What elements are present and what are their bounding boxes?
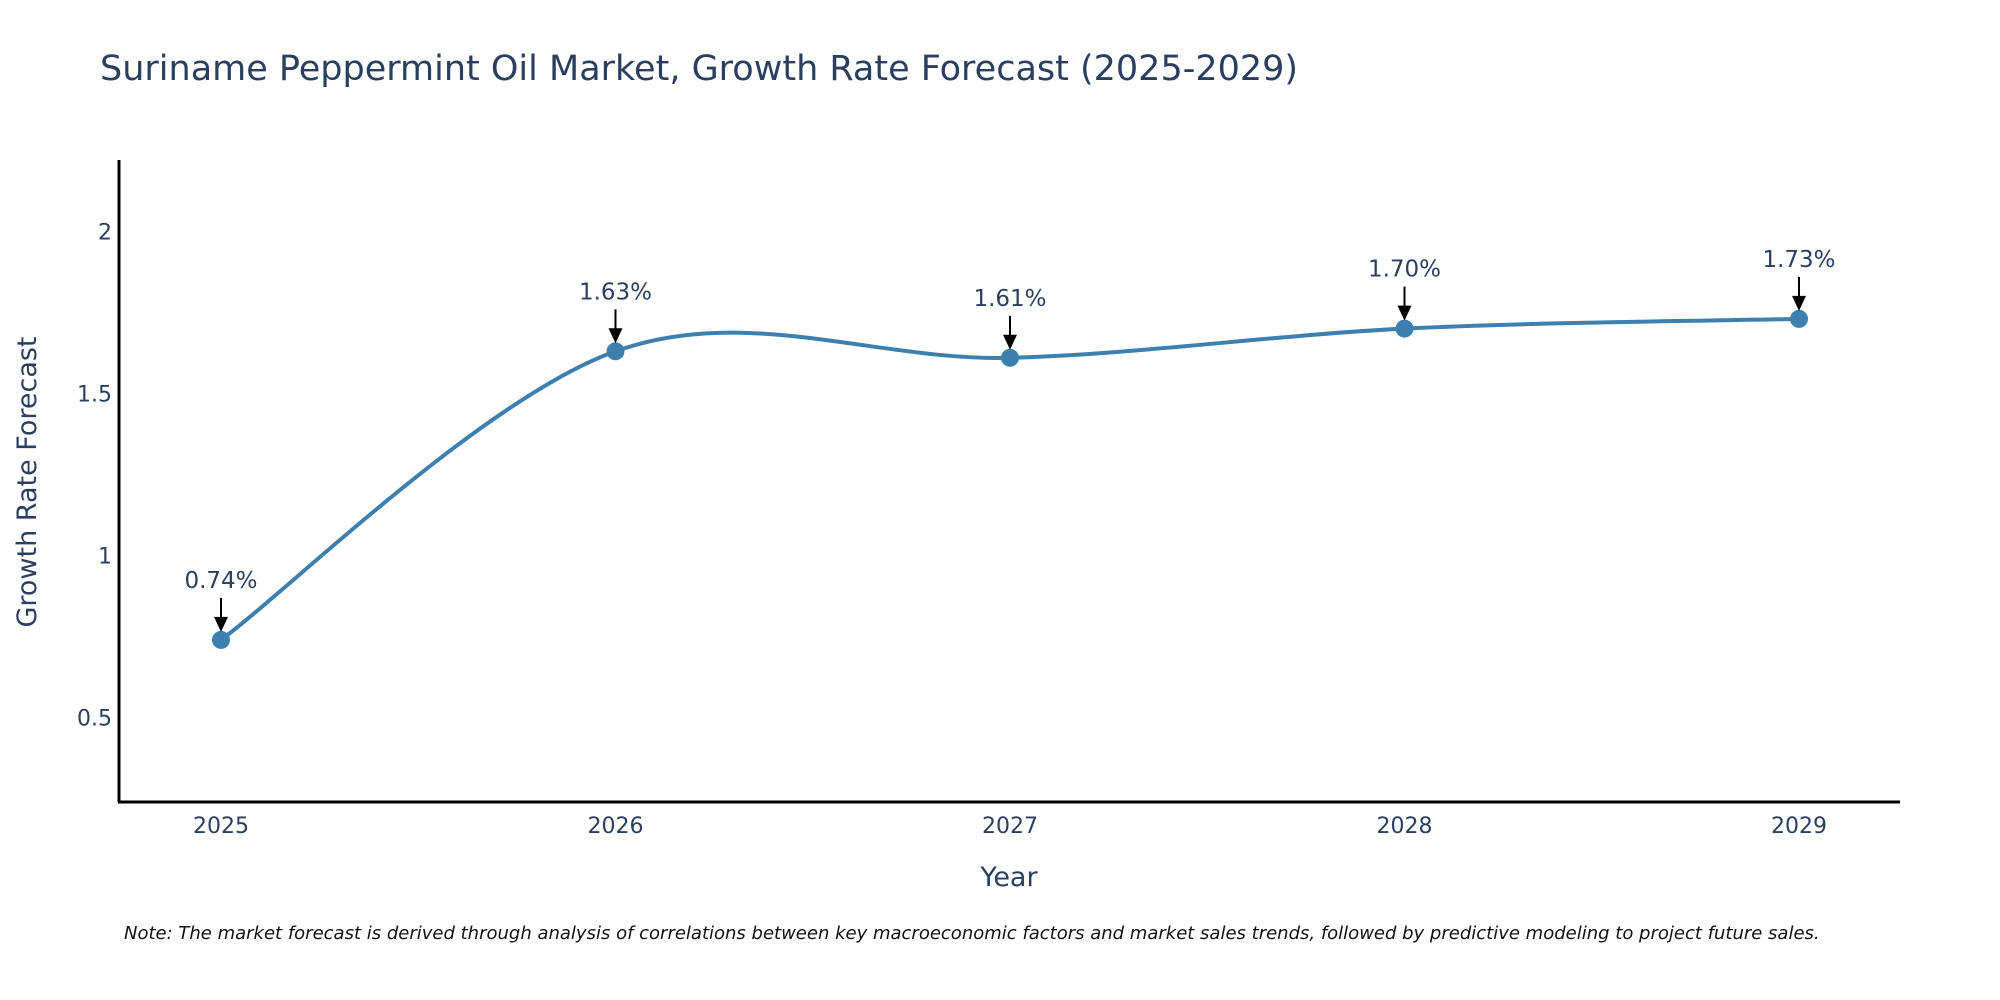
data-label: 1.73%	[1762, 247, 1835, 273]
footnote: Note: The market forecast is derived thr…	[124, 923, 1820, 944]
data-point	[212, 630, 230, 649]
data-point	[1395, 319, 1414, 338]
x-tick-label: 2029	[1771, 814, 1827, 839]
data-point	[1001, 348, 1019, 367]
series-line	[219, 316, 1800, 642]
y-tick-label: 0.5	[77, 707, 112, 732]
x-axis-title: Year	[979, 862, 1038, 893]
data-annotations: 0.74% 1.63% 1.61% 1.70% 1.73%	[184, 247, 1836, 632]
annotation-arrow-head	[608, 328, 623, 344]
data-label: 1.63%	[579, 279, 652, 305]
data-label: 1.70%	[1368, 257, 1441, 283]
y-tick-label: 2	[98, 220, 112, 245]
x-tick-labels: 2025 2026 2027 2028 2029	[193, 814, 1827, 839]
annotation-arrow-head	[1792, 295, 1806, 311]
data-point	[606, 342, 625, 361]
x-tick-label: 2025	[193, 814, 249, 839]
data-point	[1790, 309, 1808, 328]
chart-title: Suriname Peppermint Oil Market, Growth R…	[100, 49, 1298, 89]
data-markers	[212, 309, 1808, 649]
y-tick-label: 1	[98, 545, 112, 570]
x-tick-label: 2028	[1377, 814, 1433, 839]
data-label: 0.74%	[184, 568, 257, 594]
annotation-arrow-head	[1003, 334, 1017, 350]
annotation-arrow-head	[214, 616, 228, 632]
y-axis-title: Growth Rate Forecast	[12, 336, 43, 627]
annotation-arrow-head	[1397, 305, 1412, 321]
y-tick-labels: 0.5 1 1.5 2	[77, 220, 112, 731]
data-label: 1.61%	[973, 286, 1046, 312]
y-tick-label: 1.5	[77, 382, 112, 407]
x-tick-label: 2027	[982, 814, 1038, 839]
x-tick-label: 2026	[588, 814, 644, 839]
